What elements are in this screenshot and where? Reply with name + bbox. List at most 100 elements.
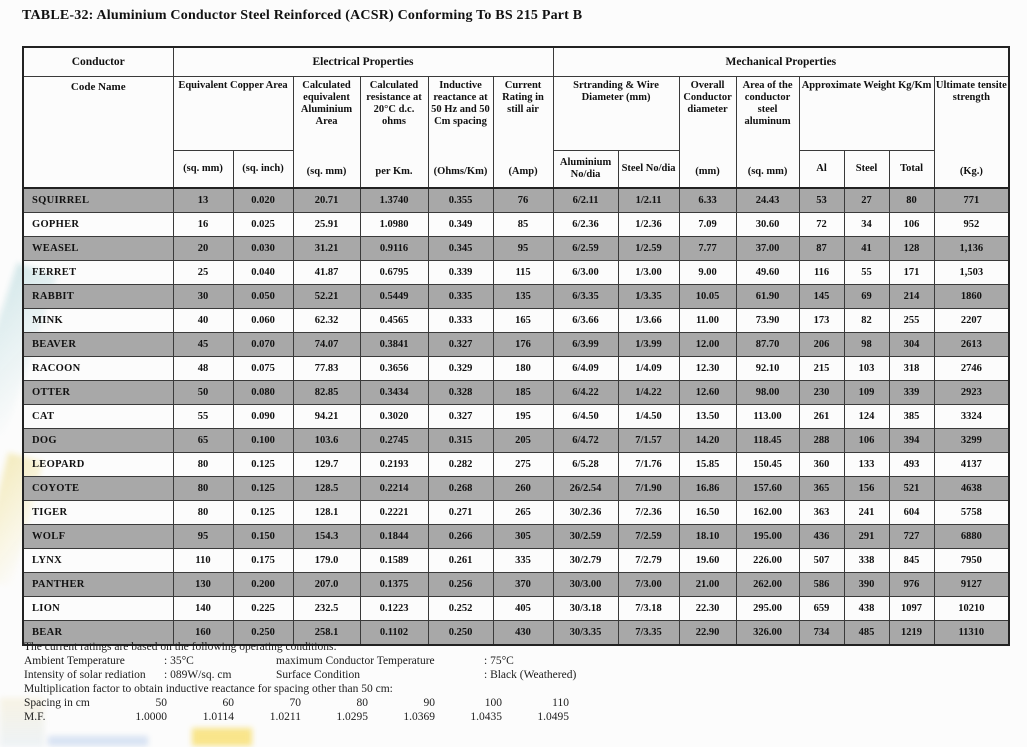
value-cell: 1219 bbox=[888, 620, 935, 646]
value-cell: 6/3.00 bbox=[552, 260, 619, 285]
table-header: Conductor Electrical Properties Mechanic… bbox=[22, 46, 1010, 189]
conductor-code-cell: OTTER bbox=[22, 380, 174, 405]
value-cell: 80 bbox=[888, 187, 935, 213]
mf-value: 1.0369 bbox=[403, 711, 435, 723]
value-cell: 258.1 bbox=[292, 620, 361, 646]
spacing-label: Spacing in cm bbox=[24, 697, 90, 709]
mf-value: 1.0495 bbox=[537, 711, 569, 723]
conductor-code-cell: RACOON bbox=[22, 356, 174, 381]
table-row: LYNX 110 0.175 179.0 0.1589 0.261 335 30/2.79 7/… bbox=[22, 548, 1010, 573]
value-cell: 22.90 bbox=[678, 620, 737, 646]
mf-value: 1.0000 bbox=[135, 711, 167, 723]
value-cell: 207.0 bbox=[292, 572, 361, 597]
value-cell: 106 bbox=[843, 428, 890, 453]
value-cell: 173 bbox=[798, 308, 845, 333]
value-cell: 507 bbox=[798, 548, 845, 573]
table-body: SQUIRREL 13 0.020 20.71 1.3740 0.355 76 6/2.11 1… bbox=[22, 187, 1010, 646]
table-row: BEAVER 45 0.070 74.07 0.3841 0.327 176 6/3.99 1/… bbox=[22, 332, 1010, 357]
value-cell: 0.327 bbox=[427, 404, 494, 429]
value-cell: 7/1.57 bbox=[617, 428, 680, 453]
value-cell: 7.77 bbox=[678, 236, 737, 261]
value-cell: 260 bbox=[492, 476, 554, 501]
value-cell: 176 bbox=[492, 332, 554, 357]
mf-value: 1.0295 bbox=[336, 711, 368, 723]
value-cell: 195 bbox=[492, 404, 554, 429]
conductor-code-cell: GOPHER bbox=[22, 212, 174, 237]
inductive-reactance-header: Inductive reactance at 50 Hz and 50 Cm s… bbox=[427, 76, 494, 189]
value-cell: 976 bbox=[888, 572, 935, 597]
value-cell: 275 bbox=[492, 452, 554, 477]
value-cell: 727 bbox=[888, 524, 935, 549]
value-cell: 34 bbox=[843, 212, 890, 237]
calc-resistance-label: Calculated resistance at 20°C d.c. ohms bbox=[366, 80, 422, 127]
calc-resistance-unit: per Km. bbox=[375, 166, 413, 177]
value-cell: 6.33 bbox=[678, 187, 737, 213]
value-cell: 95 bbox=[172, 524, 234, 549]
value-cell: 110 bbox=[172, 548, 234, 573]
value-cell: 52.21 bbox=[292, 284, 361, 309]
value-cell: 0.355 bbox=[427, 187, 494, 213]
value-cell: 4638 bbox=[933, 476, 1010, 501]
ambient-temp-label: Ambient Temperature bbox=[24, 655, 125, 667]
conductor-code-cell: TIGER bbox=[22, 500, 174, 525]
value-cell: 0.125 bbox=[232, 500, 294, 525]
table-row: TIGER 80 0.125 128.1 0.2221 0.271 265 30/2.36 7/… bbox=[22, 500, 1010, 525]
value-cell: 0.6795 bbox=[359, 260, 429, 285]
value-cell: 92.10 bbox=[735, 356, 800, 381]
value-cell: 0.175 bbox=[232, 548, 294, 573]
value-cell: 0.261 bbox=[427, 548, 494, 573]
value-cell: 0.271 bbox=[427, 500, 494, 525]
value-cell: 0.315 bbox=[427, 428, 494, 453]
current-rating-label: Current Rating in still air bbox=[502, 80, 544, 115]
value-cell: 0.070 bbox=[232, 332, 294, 357]
value-cell: 19.60 bbox=[678, 548, 737, 573]
current-rating-header: Current Rating in still air (Amp) bbox=[492, 76, 554, 189]
value-cell: 255 bbox=[888, 308, 935, 333]
value-cell: 771 bbox=[933, 187, 1010, 213]
mf-label: M.F. bbox=[24, 711, 46, 723]
value-cell: 214 bbox=[888, 284, 935, 309]
value-cell: 339 bbox=[888, 380, 935, 405]
value-cell: 30.60 bbox=[735, 212, 800, 237]
value-cell: 30 bbox=[172, 284, 234, 309]
value-cell: 0.040 bbox=[232, 260, 294, 285]
value-cell: 128 bbox=[888, 236, 935, 261]
value-cell: 1/3.35 bbox=[617, 284, 680, 309]
value-cell: 360 bbox=[798, 452, 845, 477]
conductor-group-header: Conductor bbox=[22, 46, 174, 77]
value-cell: 72 bbox=[798, 212, 845, 237]
weight-total-header: Total bbox=[888, 150, 935, 189]
value-cell: 390 bbox=[843, 572, 890, 597]
conductor-code-cell: DOG bbox=[22, 428, 174, 453]
max-conductor-temp-value: : 75°C bbox=[484, 655, 514, 667]
value-cell: 41.87 bbox=[292, 260, 361, 285]
value-cell: 25 bbox=[172, 260, 234, 285]
value-cell: 7/1.90 bbox=[617, 476, 680, 501]
inductive-reactance-unit: (Ohms/Km) bbox=[433, 166, 488, 177]
value-cell: 113.00 bbox=[735, 404, 800, 429]
value-cell: 385 bbox=[888, 404, 935, 429]
value-cell: 27 bbox=[843, 187, 890, 213]
value-cell: 295.00 bbox=[735, 596, 800, 621]
current-rating-unit: (Amp) bbox=[508, 166, 538, 177]
table-row: MINK 40 0.060 62.32 0.4565 0.333 165 6/3.66 1/3.… bbox=[22, 308, 1010, 333]
solar-radiation-label: Intensity of solar rediation bbox=[24, 669, 146, 681]
value-cell: 7/2.36 bbox=[617, 500, 680, 525]
value-cell: 11310 bbox=[933, 620, 1010, 646]
value-cell: 586 bbox=[798, 572, 845, 597]
value-cell: 0.060 bbox=[232, 308, 294, 333]
value-cell: 165 bbox=[492, 308, 554, 333]
max-conductor-temp-label: maximum Conductor Temperature bbox=[276, 655, 435, 667]
value-cell: 154.3 bbox=[292, 524, 361, 549]
value-cell: 50 bbox=[172, 380, 234, 405]
spacing-value: 90 bbox=[423, 697, 436, 709]
value-cell: 87.70 bbox=[735, 332, 800, 357]
value-cell: 87 bbox=[798, 236, 845, 261]
value-cell: 0.3841 bbox=[359, 332, 429, 357]
conductor-code-cell: WEASEL bbox=[22, 236, 174, 261]
value-cell: 370 bbox=[492, 572, 554, 597]
value-cell: 438 bbox=[843, 596, 890, 621]
value-cell: 140 bbox=[172, 596, 234, 621]
value-cell: 179.0 bbox=[292, 548, 361, 573]
value-cell: 80 bbox=[172, 500, 234, 525]
